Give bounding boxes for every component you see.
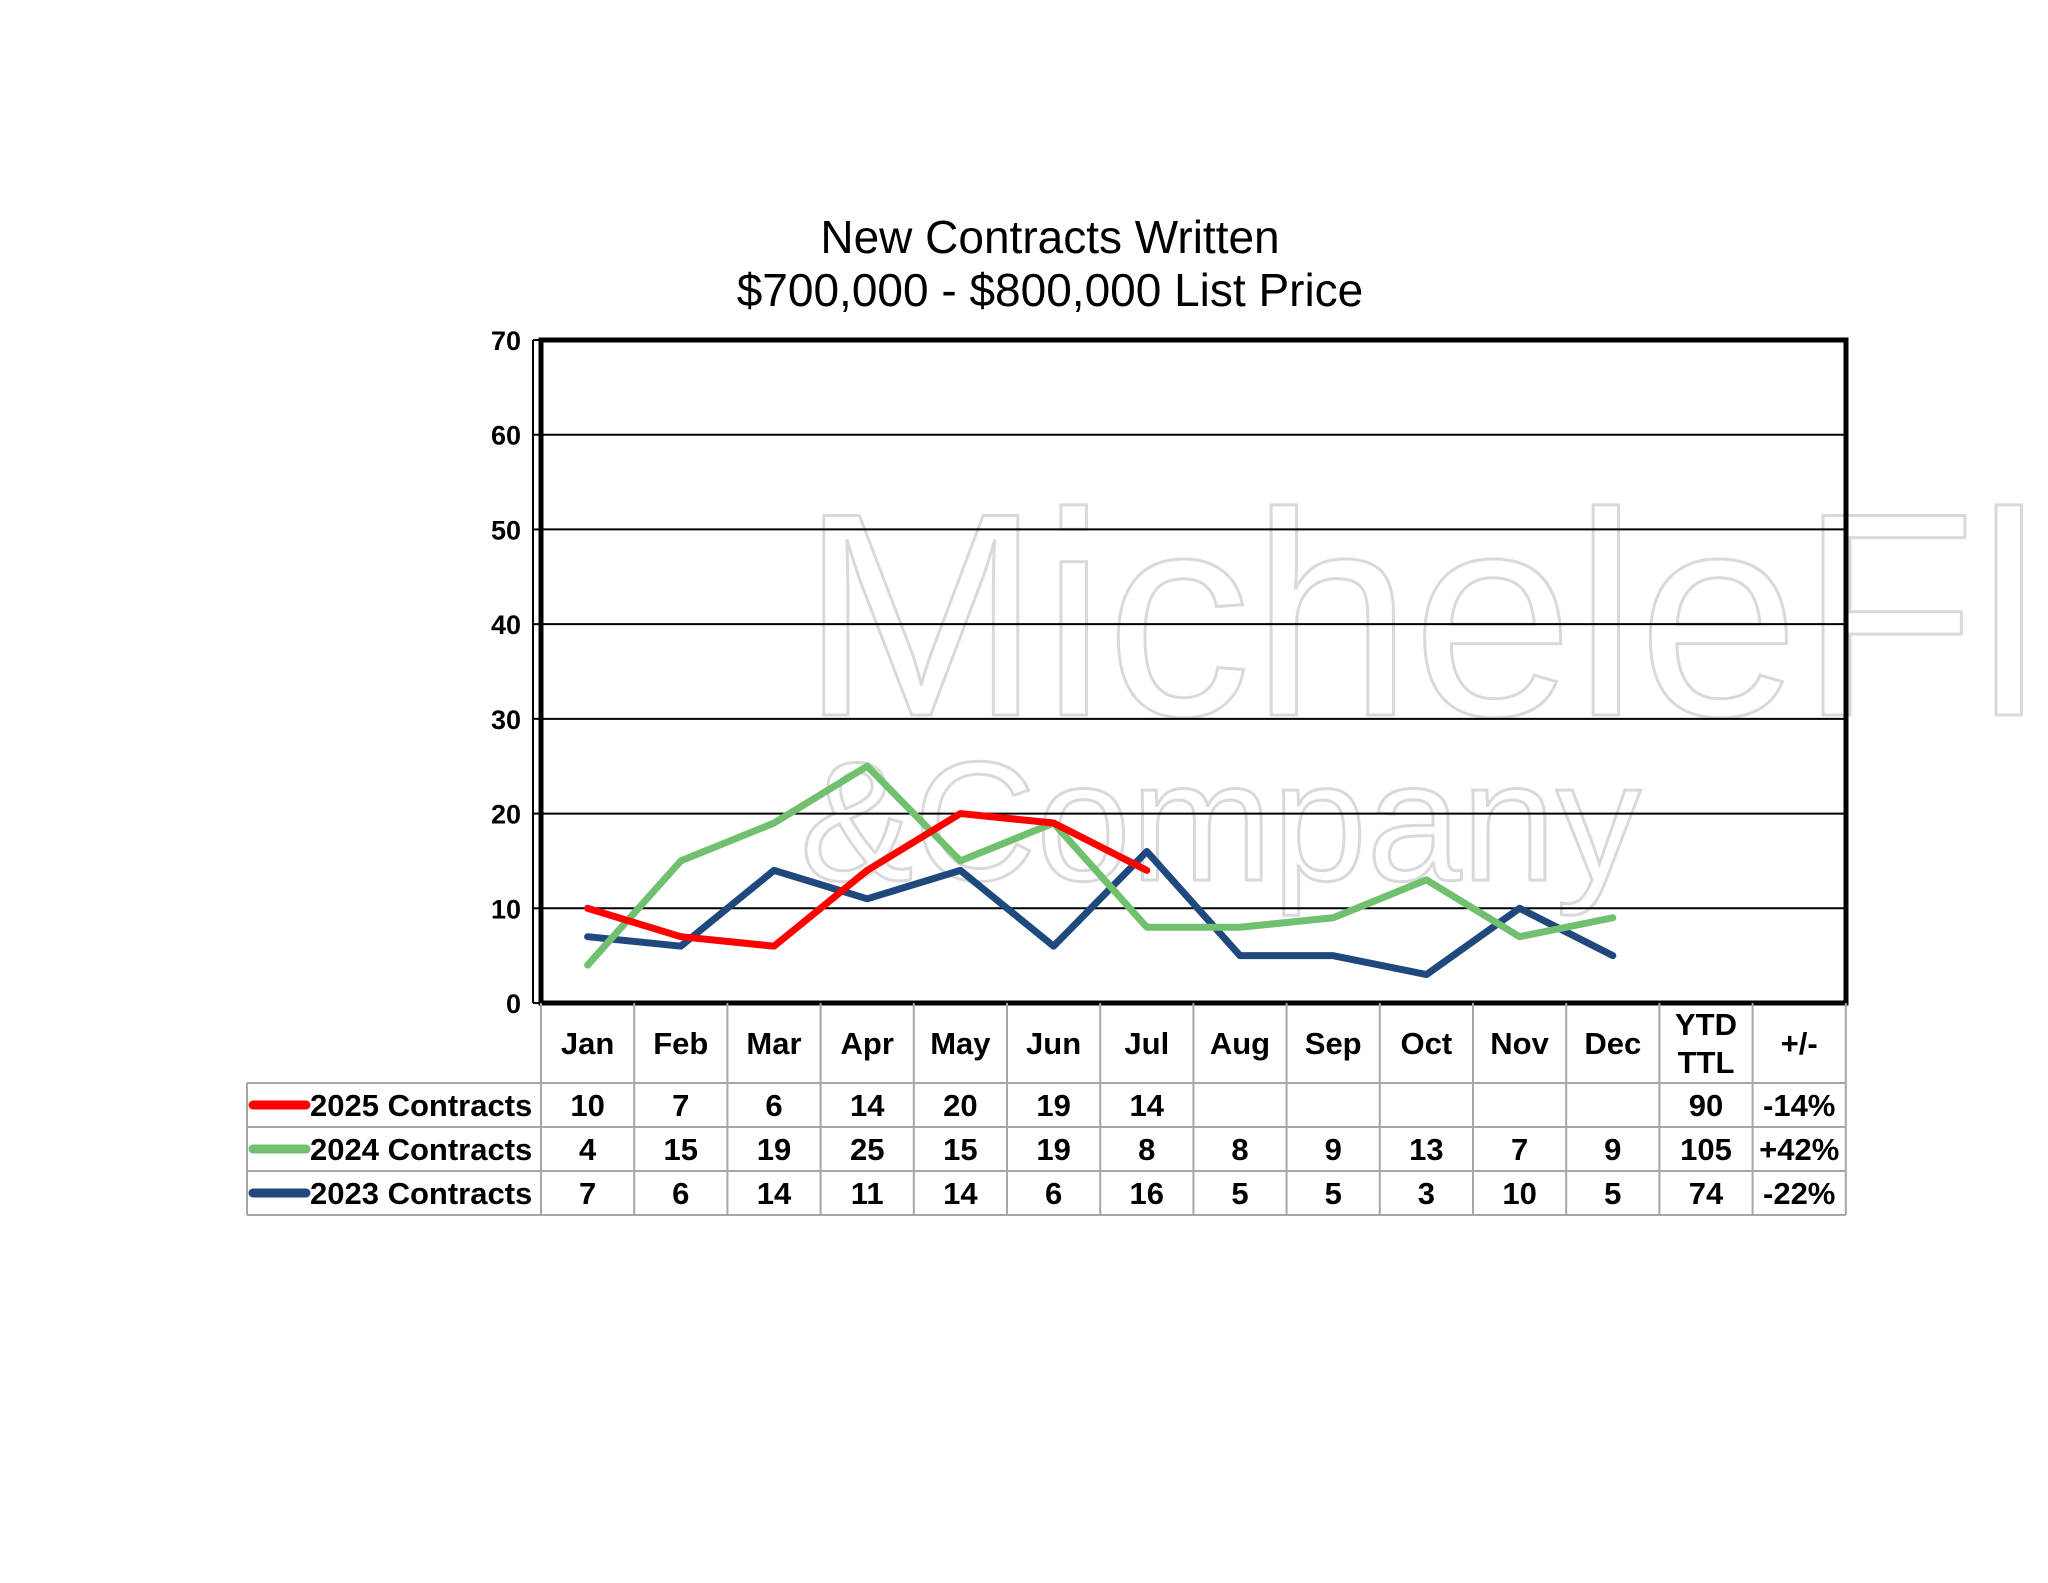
data-label: 7 <box>579 1176 596 1211</box>
legend-label: 2025 Contracts <box>310 1088 532 1123</box>
y-tick-label: 0 <box>506 989 521 1019</box>
chart-title: New Contracts Written <box>820 211 1279 263</box>
x-category-label: Dec <box>1584 1026 1641 1061</box>
x-category-label: Apr <box>841 1026 894 1061</box>
watermark: MicheleFlory &Company <box>799 452 2048 919</box>
data-label: 15 <box>664 1132 698 1167</box>
ytd-value: 74 <box>1689 1176 1724 1211</box>
data-label: 11 <box>851 1176 884 1211</box>
y-tick-label: 50 <box>491 515 521 545</box>
data-label: 10 <box>570 1088 604 1123</box>
chart-subtitle: $700,000 - $800,000 List Price <box>737 264 1364 316</box>
data-label: 19 <box>1036 1132 1070 1167</box>
x-category-label: Feb <box>653 1026 708 1061</box>
y-axis: 0 10 20 30 40 50 60 70 <box>491 326 541 1019</box>
y-tick-label: 60 <box>491 421 521 451</box>
x-category-label: Jul <box>1124 1026 1169 1061</box>
ytd-header: TTL <box>1678 1045 1735 1080</box>
series-line-2023-contracts <box>584 847 1617 979</box>
data-label: 20 <box>943 1088 977 1123</box>
data-label: 5 <box>1325 1176 1342 1211</box>
data-label: 5 <box>1604 1176 1621 1211</box>
data-label: 19 <box>757 1132 791 1167</box>
data-label: 3 <box>1418 1176 1435 1211</box>
change-value: +42% <box>1759 1132 1839 1167</box>
data-label: 10 <box>1502 1176 1536 1211</box>
data-label: 19 <box>1036 1088 1070 1123</box>
ytd-value: 90 <box>1689 1088 1723 1123</box>
data-label: 9 <box>1604 1132 1621 1167</box>
data-label: 14 <box>1130 1088 1165 1123</box>
data-label: 8 <box>1138 1132 1155 1167</box>
y-tick-label: 30 <box>491 705 521 735</box>
x-category-label: Mar <box>746 1026 801 1061</box>
data-label: 8 <box>1231 1132 1248 1167</box>
ytd-header: YTD <box>1675 1007 1737 1042</box>
watermark-line2: &Company <box>800 727 1641 917</box>
data-label: 16 <box>1130 1176 1164 1211</box>
x-category-label: Jan <box>561 1026 614 1061</box>
change-header: +/- <box>1781 1026 1818 1061</box>
x-category-label: May <box>930 1026 991 1061</box>
x-category-label: Jun <box>1026 1026 1081 1061</box>
watermark-line1: MicheleFlory <box>800 453 2048 778</box>
data-label: 7 <box>1511 1132 1528 1167</box>
data-label: 9 <box>1325 1132 1342 1167</box>
data-label: 7 <box>672 1088 689 1123</box>
data-label: 4 <box>579 1132 597 1167</box>
data-label: 14 <box>850 1088 885 1123</box>
data-label: 15 <box>943 1132 977 1167</box>
x-category-label: Oct <box>1401 1026 1453 1061</box>
data-label: 6 <box>672 1176 689 1211</box>
data-label: 13 <box>1409 1132 1443 1167</box>
x-category-label: Sep <box>1305 1026 1362 1061</box>
y-tick-label: 20 <box>491 800 521 830</box>
y-tick-label: 10 <box>491 894 521 924</box>
data-label: 6 <box>1045 1176 1062 1211</box>
series-line-2025-contracts <box>584 810 1151 950</box>
ytd-value: 105 <box>1680 1132 1732 1167</box>
data-table: Jan Feb Mar Apr May Jun Jul Aug Sep Oct Nov Dec YTDT… <box>246 1003 1847 1216</box>
y-tick-label: 70 <box>491 326 521 356</box>
y-tick-label: 40 <box>491 610 521 640</box>
x-category-label: Nov <box>1490 1026 1549 1061</box>
legend-label: 2024 Contracts <box>310 1132 532 1167</box>
data-label: 25 <box>850 1132 884 1167</box>
data-label: 6 <box>765 1088 782 1123</box>
change-value: -22% <box>1763 1176 1835 1211</box>
x-category-label: Aug <box>1210 1026 1270 1061</box>
data-label: 14 <box>757 1176 792 1211</box>
series-line-2024-contracts <box>584 762 1617 969</box>
series-lines <box>584 762 1617 979</box>
data-label: 5 <box>1231 1176 1248 1211</box>
data-label: 14 <box>943 1176 978 1211</box>
legend-label: 2023 Contracts <box>310 1176 532 1211</box>
change-value: -14% <box>1763 1088 1835 1123</box>
